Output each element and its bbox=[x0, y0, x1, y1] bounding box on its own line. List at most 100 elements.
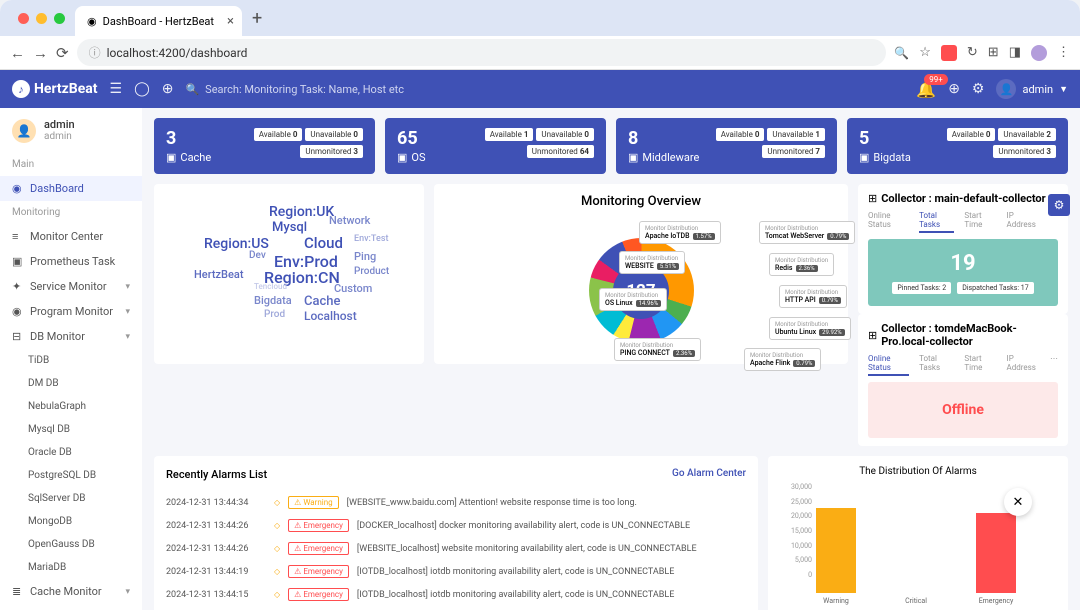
unavailable-badge: Unavailable 0 bbox=[536, 128, 594, 141]
sidebar-item-prometheus[interactable]: ▣Prometheus Task bbox=[0, 249, 142, 274]
sidebar-subitem[interactable]: PostgreSQL DB bbox=[0, 464, 142, 487]
wordcloud-tag[interactable]: Cloud bbox=[304, 234, 343, 252]
settings-icon[interactable]: ⚙ bbox=[972, 81, 985, 97]
collector-card: ⊞ Collector : tomdeMacBook-Pro.local-col… bbox=[858, 314, 1068, 446]
wordcloud-tag[interactable]: Mysql bbox=[272, 220, 307, 235]
menu-toggle-icon[interactable]: ☰ bbox=[110, 81, 123, 97]
wordcloud-tag[interactable]: Localhost bbox=[304, 309, 357, 323]
alarm-row[interactable]: 2024-12-31 13:44:19◇⚠ Emergency[IOTDB_lo… bbox=[166, 560, 746, 583]
wordcloud-tag[interactable]: Cache bbox=[304, 294, 340, 309]
wordcloud-tag[interactable]: Product bbox=[354, 266, 389, 277]
sidebar-subitem[interactable]: OpenGauss DB bbox=[0, 533, 142, 556]
wordcloud-tag[interactable]: Bigdata bbox=[254, 294, 292, 307]
sidebar-subitem[interactable]: TiDB bbox=[0, 349, 142, 372]
wordcloud-tag[interactable]: Prod bbox=[264, 309, 285, 320]
more-icon[interactable]: ⋯ bbox=[1050, 354, 1058, 376]
sidebar-item-program[interactable]: ◉Program Monitor▾ bbox=[0, 299, 142, 324]
collector-tab[interactable]: IP Address bbox=[1007, 354, 1040, 376]
search-placeholder: Search: Monitoring Task: Name, Host etc bbox=[205, 83, 404, 96]
github-icon[interactable]: ◯ bbox=[134, 81, 150, 97]
app-header: ♪ HertzBeat ☰ ◯ ⊕ 🔍 Search: Monitoring T… bbox=[0, 70, 1080, 108]
collectors-settings-button[interactable]: ⚙ bbox=[1048, 194, 1070, 216]
extension-icon[interactable] bbox=[941, 45, 957, 61]
collector-tab[interactable]: Online Status bbox=[868, 354, 909, 376]
unavailable-badge: Unavailable 2 bbox=[998, 128, 1056, 141]
extension-icon-2[interactable]: ↻ bbox=[967, 45, 978, 60]
alarm-message: [IOTDB_localhost] iotdb monitoring avail… bbox=[357, 567, 675, 577]
back-button[interactable]: ← bbox=[10, 44, 25, 62]
profile-icon[interactable] bbox=[1031, 45, 1047, 61]
collector-tab[interactable]: Total Tasks bbox=[919, 211, 954, 233]
database-icon: ⊟ bbox=[12, 330, 24, 343]
list-icon: ≡ bbox=[12, 230, 24, 243]
stat-card[interactable]: 3▣ CacheAvailable 0Unavailable 0Unmonito… bbox=[154, 118, 375, 174]
maximize-window-icon[interactable] bbox=[54, 13, 65, 24]
stat-card[interactable]: 8▣ MiddlewareAvailable 0Unavailable 1Unm… bbox=[616, 118, 837, 174]
sidebar-subitem[interactable]: Mysql DB bbox=[0, 418, 142, 441]
header-search[interactable]: 🔍 Search: Monitoring Task: Name, Host et… bbox=[185, 83, 404, 96]
forward-button[interactable]: → bbox=[33, 44, 48, 62]
new-tab-button[interactable]: + bbox=[252, 8, 262, 29]
browser-menu-icon[interactable]: ⋮ bbox=[1057, 45, 1070, 60]
sidebar-item-cache[interactable]: ≣Cache Monitor▾ bbox=[0, 579, 142, 604]
close-window-icon[interactable] bbox=[18, 13, 29, 24]
chevron-down-icon: ▾ bbox=[125, 332, 130, 342]
sidebar-item-monitor-center[interactable]: ≡Monitor Center bbox=[0, 224, 142, 249]
unavailable-badge: Unavailable 1 bbox=[767, 128, 825, 141]
wordcloud-tag[interactable]: Env:Test bbox=[354, 234, 388, 244]
user-menu[interactable]: 👤 admin ▼ bbox=[996, 79, 1068, 99]
sidebar-subitem[interactable]: MongoDB bbox=[0, 510, 142, 533]
alarm-row[interactable]: 2024-12-31 13:44:26◇⚠ Emergency[DOCKER_l… bbox=[166, 514, 746, 537]
minimize-window-icon[interactable] bbox=[36, 13, 47, 24]
wordcloud-tag[interactable]: Dev bbox=[249, 250, 266, 261]
sidebar-subitem[interactable]: NebulaGraph bbox=[0, 395, 142, 418]
collector-tab[interactable]: Total Tasks bbox=[919, 354, 954, 376]
reload-button[interactable]: ⟳ bbox=[56, 44, 69, 62]
help-fab[interactable]: ✕ bbox=[1004, 488, 1032, 516]
dispatched-badge: Dispatched Tasks: 17 bbox=[957, 282, 1033, 294]
chart-x-label: Warning bbox=[816, 597, 856, 605]
collector-tab[interactable]: Online Status bbox=[868, 211, 909, 233]
notif-badge: 99+ bbox=[924, 74, 948, 85]
sidebar-subitem[interactable]: SqlServer DB bbox=[0, 487, 142, 510]
wordcloud-tag[interactable]: Region:UK bbox=[269, 204, 334, 220]
wordcloud-tag[interactable]: Tencloud bbox=[254, 282, 287, 291]
sidebar-item-os[interactable]: ▤OS Monitor▾ bbox=[0, 604, 142, 610]
bookmark-icon[interactable]: ☆ bbox=[919, 45, 931, 60]
sidebar-subitem[interactable]: Oracle DB bbox=[0, 441, 142, 464]
sidebar-subitem[interactable]: DM DB bbox=[0, 372, 142, 395]
add-icon[interactable]: ⊕ bbox=[948, 81, 960, 97]
brand-logo[interactable]: ♪ HertzBeat bbox=[12, 80, 98, 98]
alarm-time: 2024-12-31 13:44:34 bbox=[166, 498, 266, 508]
star-icon[interactable]: ⊕ bbox=[162, 81, 174, 97]
stat-card[interactable]: 5▣ BigdataAvailable 0Unavailable 2Unmoni… bbox=[847, 118, 1068, 174]
collector-tab[interactable]: IP Address bbox=[1007, 211, 1040, 233]
stat-card[interactable]: 65▣ OSAvailable 1Unavailable 0Unmonitore… bbox=[385, 118, 606, 174]
sidebar-user[interactable]: 👤 admin admin bbox=[0, 108, 142, 153]
alarm-row[interactable]: 2024-12-31 13:44:15◇⚠ Emergency[IOTDB_lo… bbox=[166, 583, 746, 606]
browser-tab[interactable]: ◉ DashBoard - HertzBeat × bbox=[75, 6, 242, 36]
url-bar: ← → ⟳ ⓘ localhost:4200/dashboard 🔍 ☆ ↻ ⊞… bbox=[0, 36, 1080, 70]
collector-icon: ⊞ bbox=[868, 329, 877, 342]
alarm-row[interactable]: 2024-12-31 13:44:34◇⚠ Warning[WEBSITE_ww… bbox=[166, 491, 746, 514]
sidebar-item-db[interactable]: ⊟DB Monitor▾ bbox=[0, 324, 142, 349]
chevron-down-icon: ▾ bbox=[125, 307, 130, 317]
collector-tab[interactable]: Start Time bbox=[964, 211, 996, 233]
side-panel-icon[interactable]: ◨ bbox=[1009, 45, 1021, 60]
alarm-row[interactable]: 2024-12-31 13:44:12◇⚠ Emergency[WEBSITE_… bbox=[166, 606, 746, 610]
url-field[interactable]: ⓘ localhost:4200/dashboard bbox=[77, 39, 887, 66]
wordcloud-tag[interactable]: HertzBeat bbox=[194, 268, 243, 281]
collector-tab[interactable]: Start Time bbox=[964, 354, 996, 376]
site-info-icon[interactable]: ⓘ bbox=[89, 44, 101, 61]
alarms-center-link[interactable]: Go Alarm Center bbox=[672, 468, 746, 481]
wordcloud-tag[interactable]: Network bbox=[329, 214, 370, 227]
sidebar-item-service[interactable]: ✦Service Monitor▾ bbox=[0, 274, 142, 299]
tab-close-icon[interactable]: × bbox=[227, 14, 234, 29]
alarm-row[interactable]: 2024-12-31 13:44:26◇⚠ Emergency[WEBSITE_… bbox=[166, 537, 746, 560]
stat-count: 8 bbox=[628, 128, 699, 149]
search-icon[interactable]: 🔍 bbox=[894, 46, 909, 60]
notification-bell-icon[interactable]: 🔔99+ bbox=[916, 80, 936, 99]
wordcloud-tag[interactable]: Ping bbox=[354, 250, 376, 263]
extensions-menu-icon[interactable]: ⊞ bbox=[988, 45, 999, 60]
sidebar-item-dashboard[interactable]: ◉DashBoard bbox=[0, 176, 142, 201]
